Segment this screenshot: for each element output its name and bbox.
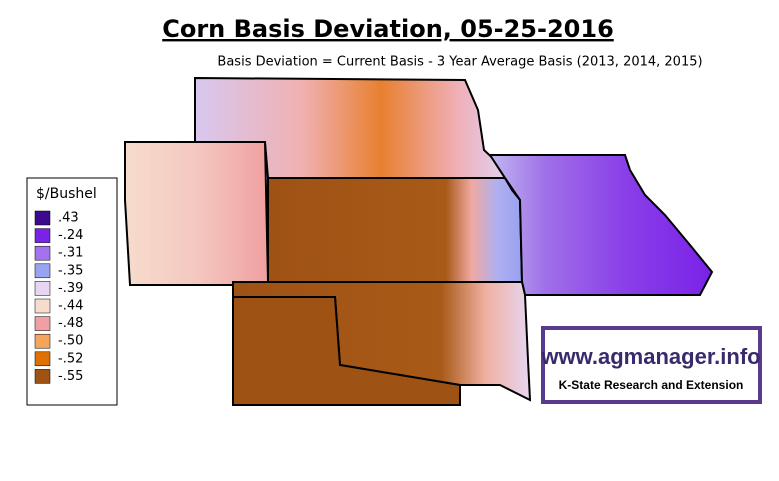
legend-label: -.48 [58,316,83,331]
title: Corn Basis Deviation, 05-25-2016 [162,15,614,43]
logo: www.agmanager.info K-State Research and … [540,326,762,404]
legend-swatch [34,316,51,331]
legend-label: -.24 [58,228,83,243]
legend-swatch [34,210,51,226]
legend-label: -.52 [58,351,83,366]
legend-swatch [34,369,51,384]
legend-swatch [34,263,51,279]
legend-label: -.44 [58,299,83,314]
missouri [488,154,714,296]
colorado [124,141,270,286]
map [124,76,714,406]
logo-url: www.agmanager.info [540,344,760,369]
legend: $/Bushel .43 -.24 -.31 -.35 -.39 -.44 -.48 -.50… [26,177,118,406]
legend-label: -.39 [58,281,83,296]
texas-panhandle [232,296,461,406]
legend-swatch [34,298,51,314]
legend-label: .43 [58,211,79,226]
kansas [267,177,524,283]
legend-label: -.55 [58,369,83,384]
legend-swatch [34,333,51,349]
logo-org: K-State Research and Extension [559,378,744,392]
legend-title: $/Bushel [36,186,97,202]
legend-label: -.31 [58,246,83,261]
legend-swatch [34,245,51,261]
legend-label: -.35 [58,263,83,278]
logo-box [541,326,762,404]
legend-swatch [34,281,51,296]
legend-swatch [34,351,51,367]
subtitle: Basis Deviation = Current Basis - 3 Year… [217,55,702,70]
legend-label: -.50 [58,334,83,349]
legend-swatch [34,228,51,243]
